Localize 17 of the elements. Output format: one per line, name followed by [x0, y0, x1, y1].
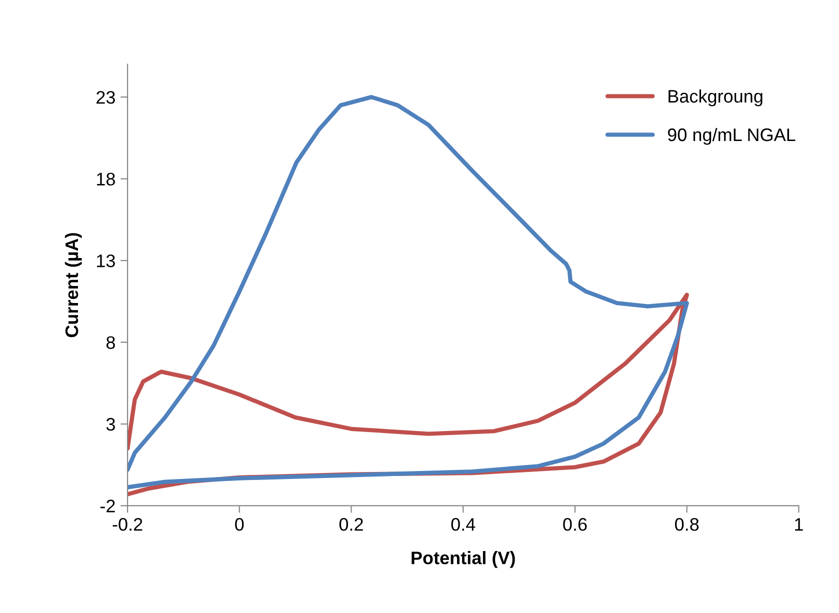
x-tick-label: 0.6 — [563, 518, 587, 531]
y-tick-label: 3 — [106, 418, 115, 431]
y-tick-label: 23 — [96, 90, 115, 104]
x-tick-label: 0.8 — [675, 518, 699, 531]
legend-label: 90 ng/mL NGAL — [668, 128, 796, 145]
x-tick-label: 0.2 — [339, 518, 363, 531]
y-tick-label: 8 — [106, 336, 115, 349]
legend-label: Backgroung — [668, 89, 762, 106]
x-tick-label: 1 — [795, 518, 803, 531]
x-axis-title: Potential (V) — [412, 551, 515, 568]
x-tick-label: 0 — [235, 518, 244, 531]
y-tick-label: -2 — [100, 500, 115, 512]
x-tick-label: 0.4 — [451, 518, 476, 531]
y-tick-label: 18 — [97, 172, 115, 186]
y-axis-title: Current (µA) — [64, 233, 82, 338]
x-tick-label: -0.2 — [112, 518, 142, 531]
y-tick-label: 13 — [97, 254, 115, 268]
